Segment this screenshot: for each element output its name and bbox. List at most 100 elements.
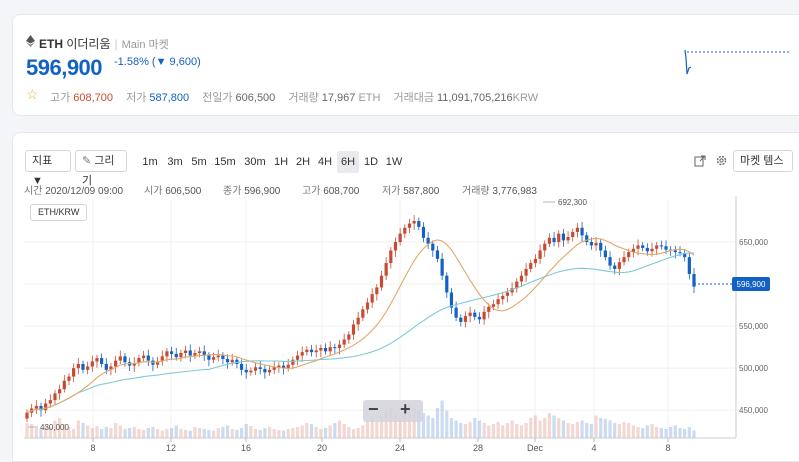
info-open-value: 606,500 <box>165 186 202 197</box>
candle-body <box>216 355 220 358</box>
y-tick-label: 500,000 <box>739 364 768 373</box>
favorite-star-icon[interactable]: ☆ <box>26 86 39 102</box>
tf-2h[interactable]: 2H <box>295 156 311 168</box>
volume-bar <box>641 428 645 438</box>
volume-bar <box>599 418 603 438</box>
indicator-dropdown[interactable]: 지표 ▼ <box>25 150 71 187</box>
settings-gear-icon[interactable] <box>715 154 728 167</box>
candle-body <box>300 352 304 356</box>
candle-body <box>314 350 318 353</box>
moving-average-long <box>26 252 695 414</box>
candle-body <box>62 380 66 390</box>
volume-bar <box>132 427 136 438</box>
candle-body <box>580 227 584 236</box>
candle-body <box>449 292 454 308</box>
max-price-label: 692,300 <box>558 198 587 207</box>
candle-body <box>258 367 262 369</box>
volume-bar <box>412 408 416 438</box>
zoom-in-button[interactable]: + <box>400 399 411 419</box>
volume-bar <box>207 430 211 438</box>
x-tick-label: 16 <box>241 443 251 453</box>
tf-3m[interactable]: 3m <box>167 156 183 168</box>
x-tick-label: 28 <box>473 443 483 453</box>
candle-body <box>323 347 328 352</box>
expand-icon[interactable] <box>694 155 706 167</box>
info-volume-label: 거래량 <box>462 186 490 197</box>
volume-bar <box>678 428 682 438</box>
volume-bar <box>477 420 482 438</box>
volume-bar <box>197 428 202 438</box>
info-time-value: 2020/12/09 09:00 <box>45 186 124 197</box>
candle-body <box>253 367 258 371</box>
tf-6h[interactable]: 6H <box>337 151 359 173</box>
candle-body <box>379 275 384 288</box>
volume-bar <box>571 424 575 438</box>
volume-bar <box>253 429 258 438</box>
volume-bar <box>435 408 440 438</box>
candle-body <box>44 403 48 411</box>
title-divider: | <box>114 37 118 51</box>
volume-bar <box>72 429 76 438</box>
candle-body <box>333 347 337 349</box>
candle-body <box>67 376 71 381</box>
ticker-symbol: ETH <box>39 37 63 51</box>
tf-4h[interactable]: 4H <box>317 156 333 168</box>
tf-1m[interactable]: 1m <box>142 156 158 168</box>
x-tick-label: Dec <box>527 443 544 453</box>
volume-bar <box>538 420 542 438</box>
candle-body <box>221 355 225 359</box>
info-open-label: 시가 <box>144 186 163 197</box>
candle-body <box>76 363 80 369</box>
candle-body <box>445 275 449 293</box>
tf-5m[interactable]: 5m <box>191 156 207 168</box>
candle-body <box>599 242 603 251</box>
candle-body <box>468 312 472 317</box>
candle-body <box>361 309 365 318</box>
tf-1d[interactable]: 1D <box>363 156 379 168</box>
x-tick-label: 24 <box>395 443 405 453</box>
zoom-out-button[interactable]: − <box>368 399 379 419</box>
candle-body <box>641 245 645 248</box>
volume-bar <box>459 423 463 438</box>
x-tick-label: 20 <box>317 443 327 453</box>
tf-15m[interactable]: 15m <box>214 156 236 168</box>
info-low-value: 587,800 <box>403 186 440 197</box>
tf-1h[interactable]: 1H <box>273 156 289 168</box>
volume-bar <box>44 425 48 438</box>
volume-bar <box>655 427 659 438</box>
volume-bar <box>142 430 146 438</box>
candle-body <box>515 281 519 289</box>
candle-body <box>188 350 192 356</box>
volume-bar <box>687 427 691 438</box>
volume-bar <box>118 425 122 438</box>
volume-bar <box>305 423 309 438</box>
tf-30m[interactable]: 30m <box>244 156 266 168</box>
candle-body <box>608 257 612 266</box>
candle-body <box>86 366 90 370</box>
draw-button[interactable]: ✎ 그리기 <box>75 150 127 187</box>
template-button[interactable]: 마켓 템스 <box>733 150 793 172</box>
min-price-label: 430,000 <box>40 423 69 432</box>
x-tick-label: 8 <box>90 443 95 453</box>
candle-body <box>319 347 323 351</box>
volume-bar <box>193 427 197 438</box>
volume-bar <box>169 428 174 438</box>
current-price: 596,900 <box>26 55 103 80</box>
candle-body <box>384 263 388 276</box>
volume-bar <box>156 429 160 438</box>
candle-body <box>132 363 136 366</box>
volume-bar <box>100 429 104 438</box>
volume-bar <box>421 413 426 438</box>
candle-body <box>398 233 402 243</box>
candle-body <box>137 358 141 364</box>
volume-bar <box>109 428 113 438</box>
volume-bar <box>183 430 188 438</box>
info-volume: 거래량 3,776,983 <box>462 182 537 197</box>
ticker-stats: 고가 608,700 저가 587,800 전일가 606,500 거래량 17,967… <box>50 89 538 105</box>
candle-body <box>114 360 118 367</box>
candle-body <box>295 355 300 360</box>
volume-bar <box>328 425 332 438</box>
volume-bar <box>314 427 318 438</box>
volume-bar <box>230 429 234 438</box>
tf-1w[interactable]: 1W <box>385 156 403 168</box>
